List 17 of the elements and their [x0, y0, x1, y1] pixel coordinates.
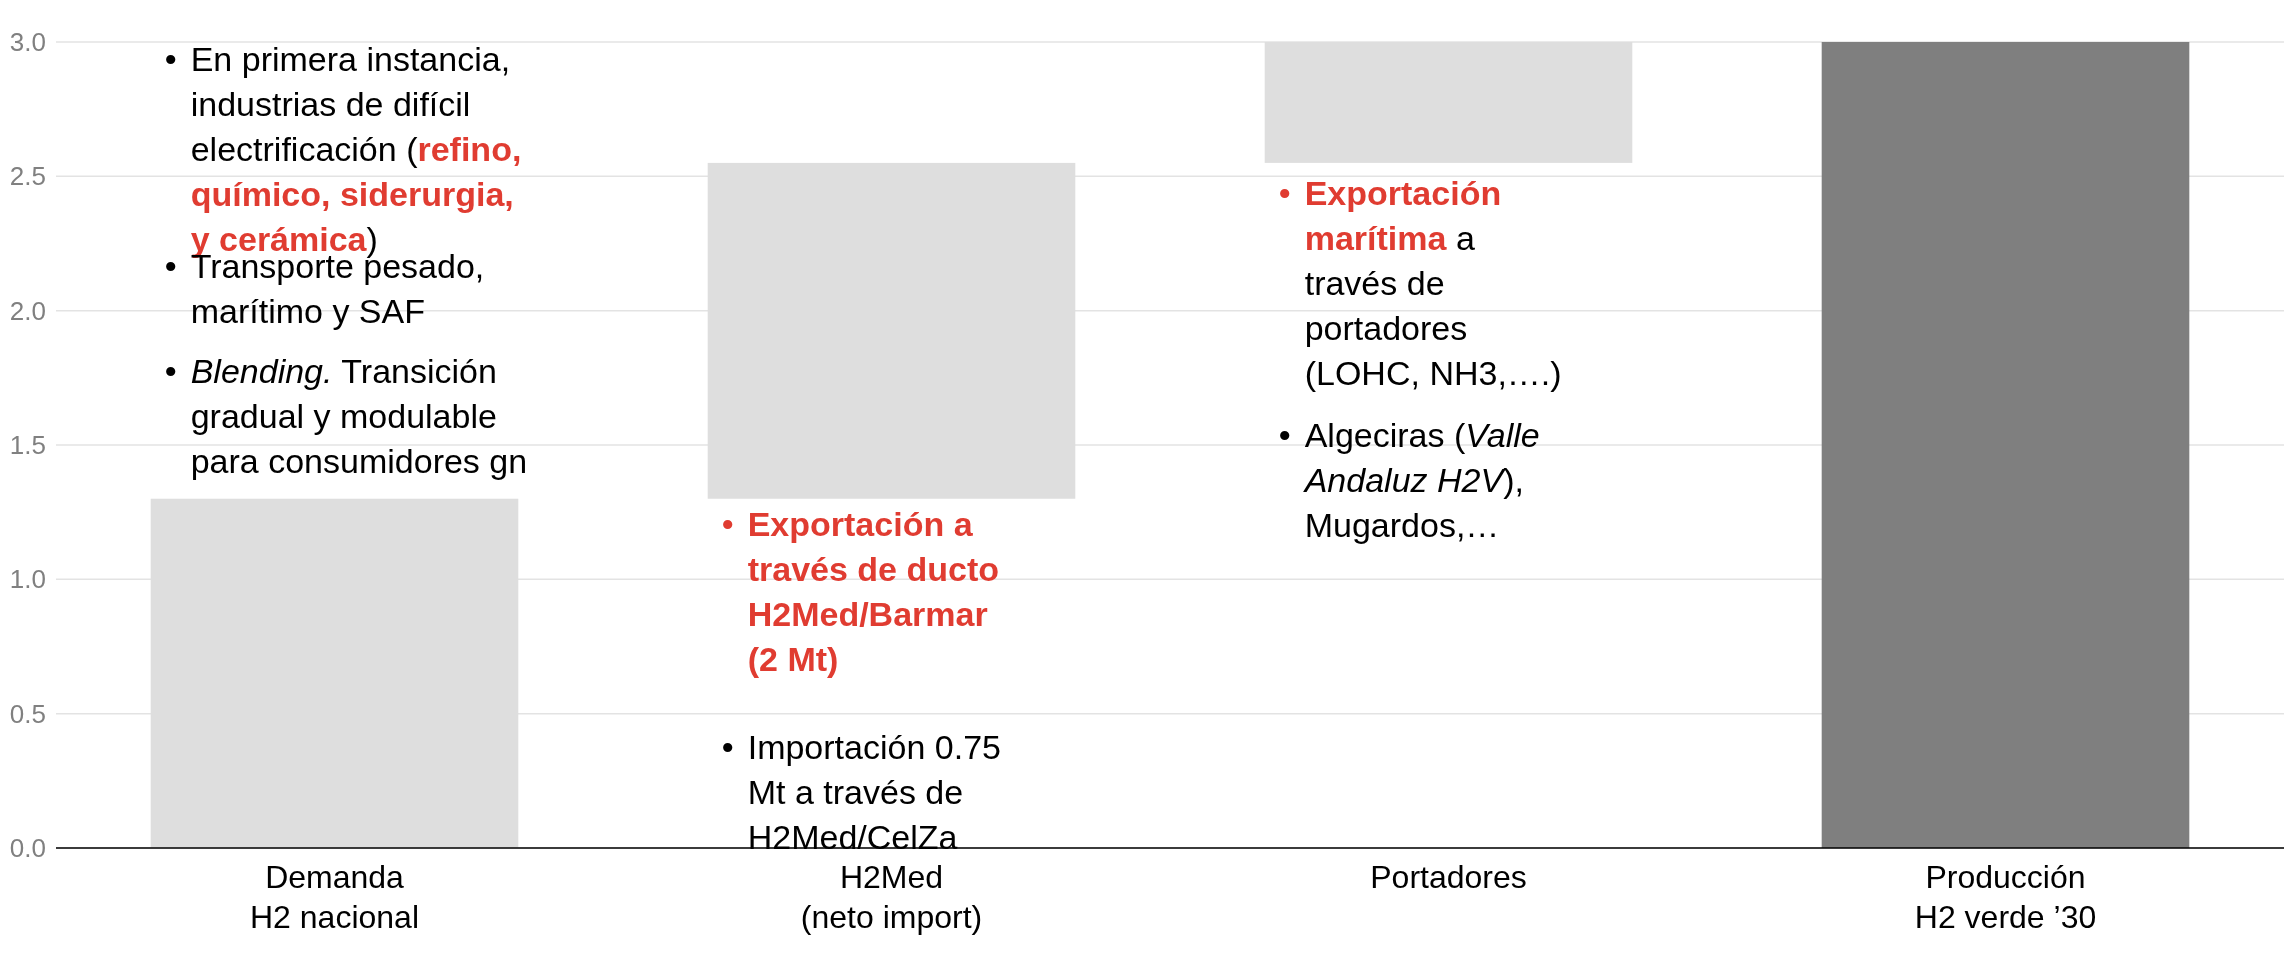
x-tick-label: Portadores [1370, 859, 1527, 895]
text: • Importación 0.75 Mt a través de H2Med/CelZa [721, 727, 1001, 856]
x-tick-label: Demanda H2 nacional [250, 859, 419, 935]
y-tick-label: 1.5 [9, 430, 46, 461]
y-tick-label: 2.5 [9, 161, 46, 192]
x-tick-label: Producción H2 verde ’30 [1914, 859, 2097, 935]
annotation: • Algeciras (Valle Andaluz H2V), Mugardos,… [1278, 416, 1540, 545]
y-tick-label: 3.0 [9, 27, 46, 58]
y-tick-label: 2.0 [9, 295, 46, 326]
y-tick-label: 0.0 [9, 833, 46, 864]
y-tick-label: 0.5 [9, 698, 46, 729]
x-tick-label: H2Med (neto import) [800, 859, 983, 935]
text: • Blending. Transición gradual y modulable para consumidores gn [164, 351, 528, 480]
bar [1821, 42, 2190, 848]
y-tick-label: 1.0 [9, 564, 46, 595]
text: • Exportación a través de ducto H2Med/Barmar (2 Mt) [721, 504, 1000, 678]
text: • Exportación marítima a través de portadores (LOHC, NH3,….) [1278, 174, 1562, 393]
